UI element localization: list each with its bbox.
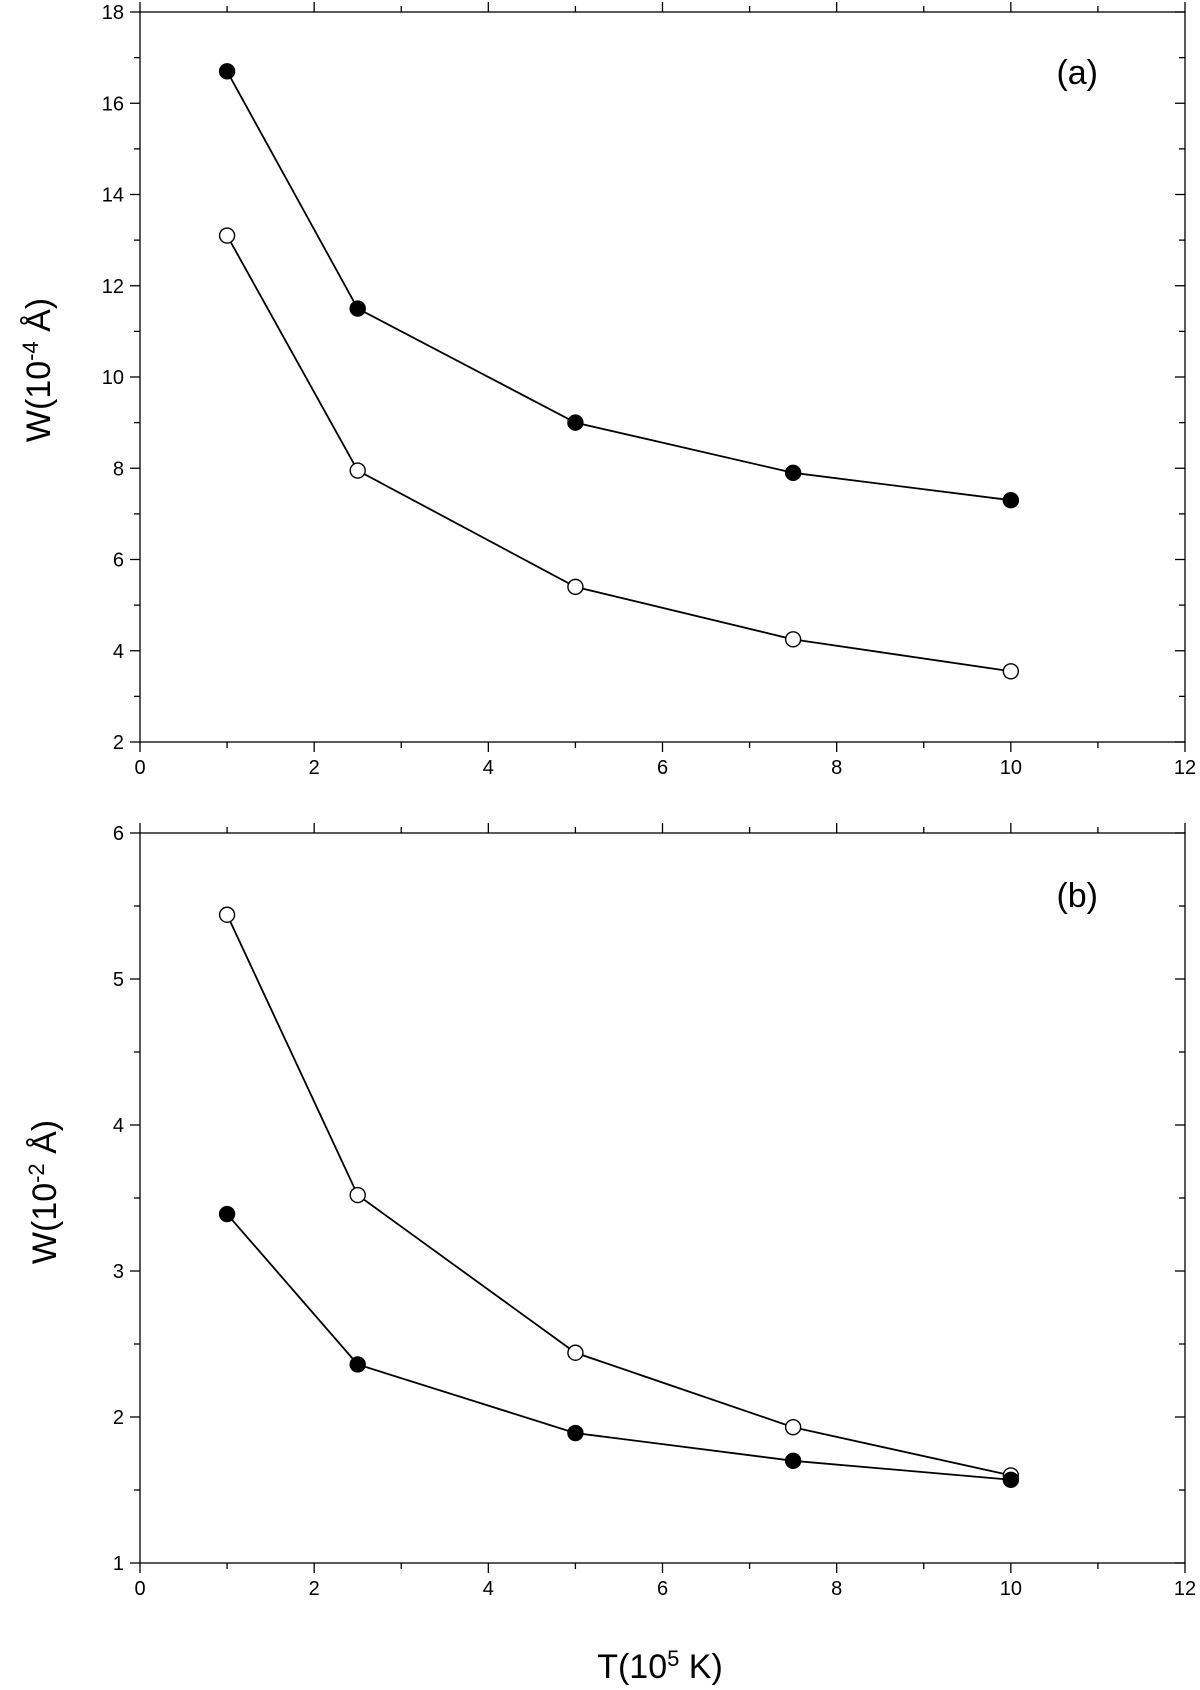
panel-b-filled-point — [567, 1424, 584, 1442]
panel-a-series-open-line — [226, 235, 1011, 673]
panel-b-y-tick-label: 4 — [113, 1115, 124, 1137]
panel-b-ylabel: W(10-2 Å) — [24, 1120, 65, 1264]
panel-a-y-tick-label: 16 — [102, 93, 124, 115]
panel-b-filled-point — [349, 1356, 366, 1373]
panel-a-filled-point — [218, 63, 236, 80]
panel-a-open-point — [784, 631, 802, 648]
panel-b-filled-point — [218, 1205, 236, 1223]
panel-b-open-point — [218, 906, 236, 923]
panel-b-x-tick-label: 4 — [483, 1578, 494, 1600]
panel-a-y-tick-label: 4 — [113, 641, 124, 663]
panel-b-y-tick-label: 1 — [113, 1553, 124, 1575]
x-axis-label: T(105 K) — [597, 1646, 723, 1687]
panel-a-y-tick-label: 8 — [113, 458, 124, 480]
panel-a-x-tick-label: 12 — [1174, 757, 1196, 779]
panel-b-x-tick-label: 12 — [1174, 1578, 1196, 1600]
panel-a-filled-point — [349, 300, 366, 317]
panel-b-x-tick-label: 2 — [309, 1578, 320, 1600]
panel-b-y-tick-label: 2 — [113, 1407, 124, 1429]
panel-a-x-tick-label: 8 — [831, 757, 842, 779]
panel-a-series-filled-line — [226, 70, 1011, 502]
panel-a-x-tick-label: 4 — [483, 757, 494, 779]
panel-b-y-tick-label: 5 — [113, 969, 124, 991]
panel-b-open-point — [349, 1186, 366, 1204]
panel-a-x-tick-label: 6 — [657, 757, 668, 779]
panel-a-y-tick-label: 14 — [102, 185, 124, 207]
panel-a-y-tick-label: 6 — [113, 550, 124, 572]
panel-a-filled-point — [784, 464, 802, 482]
panel-b-x-tick-label: 8 — [831, 1578, 842, 1600]
panel-b-filled-point — [1002, 1471, 1020, 1488]
panel-a-y-tick-label: 10 — [102, 367, 124, 389]
panel-a-open-point — [218, 227, 236, 244]
panel-a-open-point — [567, 578, 584, 596]
panel-b-series-open-line — [226, 914, 1012, 1477]
panel-a-filled-point — [1002, 491, 1020, 509]
panel-b-x-tick-label: 0 — [134, 1578, 145, 1600]
panel-b-series-filled-line — [226, 1213, 1011, 1481]
panel-a-open-point — [1002, 663, 1020, 680]
panel-b-x-tick-label: 10 — [1000, 1578, 1022, 1600]
panel-b-y-tick-label: 6 — [113, 823, 124, 845]
panel-a-filled-point — [567, 414, 584, 431]
panel-b-open-point — [567, 1344, 584, 1361]
panel-b-filled-point — [784, 1452, 802, 1470]
panel-a-x-tick-label: 10 — [1000, 757, 1022, 779]
panel-a-x-tick-label: 2 — [309, 757, 320, 779]
panel-a-ylabel: W(10-4 Å) — [18, 298, 59, 442]
panel-a-x-tick-label: 0 — [134, 757, 145, 779]
panel-a-y-tick-label: 2 — [113, 732, 124, 754]
panel-a-open-point — [349, 462, 366, 479]
panel-a-label: (a) — [1056, 54, 1098, 92]
panel-b-open-point — [784, 1419, 802, 1436]
panel-b-label: (b) — [1056, 877, 1098, 915]
panel-b-x-tick-label: 6 — [657, 1578, 668, 1600]
panel-a-frame — [139, 11, 1186, 743]
panel-a-y-tick-label: 18 — [102, 2, 124, 24]
panel-a-y-tick-label: 12 — [102, 276, 124, 298]
panel-b-frame — [139, 832, 1186, 1564]
panel-b-y-tick-label: 3 — [113, 1261, 124, 1283]
